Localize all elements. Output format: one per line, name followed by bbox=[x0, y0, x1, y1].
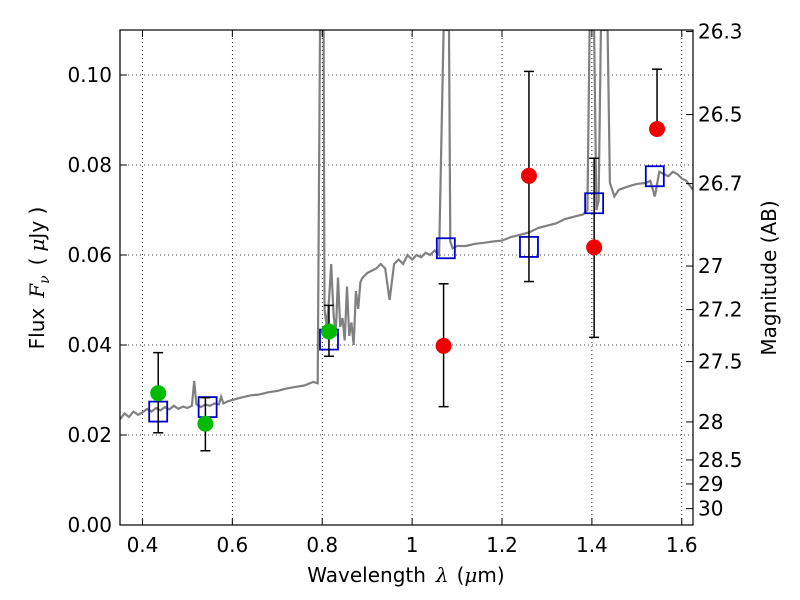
y-axis-unit-mu: μ bbox=[25, 239, 49, 252]
y-tick-label: 0.08 bbox=[67, 153, 112, 177]
x-tick-label: 1.6 bbox=[666, 533, 698, 557]
y-axis-label-text: Flux bbox=[25, 308, 49, 350]
model-photometry-square bbox=[644, 165, 665, 188]
mag-tick-label: 29 bbox=[698, 472, 723, 496]
data-markers bbox=[148, 68, 666, 452]
x-axis-symbol: λ bbox=[435, 563, 449, 587]
axis-ticks: 0.4 0.6 0.8 1 1.2 1.4 1.6 0.00 0.02 0.04 0.06 0.08 0… bbox=[67, 20, 742, 557]
mag-tick-label: 28.5 bbox=[698, 448, 743, 472]
x-axis-unit-close: m) bbox=[477, 563, 504, 587]
y-axis-symbol-f: F bbox=[25, 283, 49, 299]
y-axis-label: Flux Fν ( μJy ) bbox=[25, 207, 53, 350]
observed-point bbox=[197, 415, 214, 432]
y-tick-label: 0.02 bbox=[67, 423, 112, 447]
mag-tick-label: 28 bbox=[698, 410, 723, 434]
mag-tick-label: 27 bbox=[698, 254, 723, 278]
y-tick-label: 0.06 bbox=[67, 243, 112, 267]
y-tick-label: 0.04 bbox=[67, 333, 112, 357]
observed-point bbox=[520, 167, 537, 184]
mag-tick-label: 30 bbox=[698, 497, 723, 521]
model-photometry-square bbox=[435, 237, 456, 260]
observed-point bbox=[649, 121, 666, 137]
x-axis-unit-mu: μ bbox=[464, 563, 477, 587]
x-tick-label: 0.8 bbox=[306, 533, 338, 557]
x-tick-label: 1.2 bbox=[486, 533, 518, 557]
x-tick-label: 1.4 bbox=[576, 533, 608, 557]
observed-point bbox=[586, 239, 603, 256]
grid-lines bbox=[120, 30, 693, 526]
mag-tick-label: 26.3 bbox=[698, 20, 743, 44]
y-axis-unit-open: ( bbox=[25, 258, 49, 266]
mag-tick-label: 26.5 bbox=[698, 103, 743, 127]
plot-frame bbox=[119, 29, 694, 526]
mag-tick-label: 27.5 bbox=[698, 350, 743, 374]
x-tick-label: 1 bbox=[406, 533, 419, 557]
plot-area bbox=[120, 30, 693, 420]
x-axis-label-text: Wavelength bbox=[307, 563, 426, 587]
mag-tick-label: 26.7 bbox=[698, 172, 743, 196]
y2-axis-label: Magnitude (AB) bbox=[757, 200, 781, 355]
observed-point bbox=[320, 323, 337, 340]
observed-point bbox=[150, 385, 167, 402]
x-tick-label: 0.6 bbox=[216, 533, 248, 557]
x-axis-label: Wavelength λ (μm) bbox=[307, 563, 504, 587]
y-tick-label: 0.00 bbox=[67, 513, 112, 537]
model-spectrum-line bbox=[120, 30, 693, 420]
mag-tick-label: 27.2 bbox=[698, 298, 743, 322]
y-axis-unit-close: Jy ) bbox=[25, 207, 49, 241]
y-tick-label: 0.10 bbox=[67, 63, 112, 87]
x-axis-unit-open: ( bbox=[457, 563, 465, 587]
y-axis-symbol-nu: ν bbox=[37, 275, 53, 284]
x-tick-label: 0.4 bbox=[127, 533, 159, 557]
observed-point bbox=[435, 337, 452, 354]
